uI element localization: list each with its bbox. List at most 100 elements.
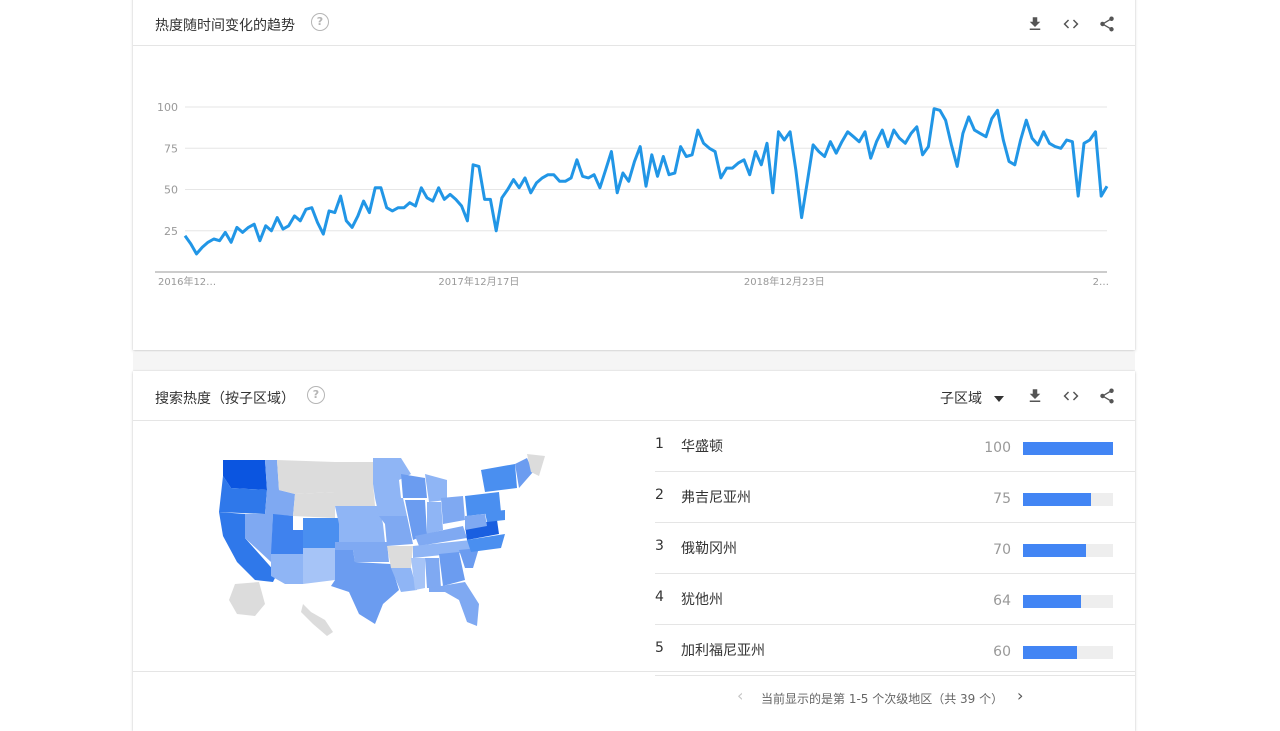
y-tick-label: 100 [157,101,178,114]
map-state-new-england-a [515,458,533,488]
map-state-west-virginia [465,514,487,530]
y-tick-label: 50 [164,184,178,197]
map-state-illinois [405,500,427,540]
score-bar-fill [1023,544,1086,557]
map-state-texas [331,550,399,624]
score-bar-fill [1023,646,1077,659]
score-bar-track [1023,646,1113,659]
help-icon[interactable]: ? [307,386,325,404]
region-card-header: 搜索热度（按子区域） ? 子区域 [133,371,1135,421]
map-state-indiana [427,502,443,534]
score-bar-track [1023,544,1113,557]
rank-number: 4 [655,589,664,605]
rank-number: 2 [655,487,664,503]
x-tick-label: 2… [1093,277,1109,288]
dropdown-arrow-icon [994,396,1004,402]
score-bar-track [1023,442,1113,455]
rank-value: 70 [993,542,1011,558]
interest-over-time-card: 热度随时间变化的趋势 ? 25 50 75 100 2016年12… 2017年12月1… [133,0,1135,350]
map-state-louisiana [391,568,417,592]
map-state-iowa [375,498,407,516]
region-name: 加利福尼亚州 [681,643,765,659]
map-state-missouri [379,516,413,546]
map-state-wisconsin [401,474,427,498]
help-icon[interactable]: ? [311,13,329,31]
map-state-new-york [481,464,517,492]
map-state-mississippi [411,558,425,590]
score-bar-track [1023,493,1113,506]
rank-value: 64 [993,593,1011,609]
map-state-kansas [339,524,385,542]
region-title: 搜索热度（按子区域） [155,391,295,407]
rank-number: 1 [655,436,664,452]
trend-line-chart: 25 50 75 100 2016年12… 2017年12月17日 2018年12月23日… [155,101,1109,288]
map-state-california [219,512,277,582]
ranking-row[interactable]: 4 犹他州 64 [655,574,1135,625]
map-state-nebraska [335,506,383,524]
map-state-florida [429,582,479,626]
map-state-michigan [425,474,447,502]
score-bar-fill [1023,595,1081,608]
map-state-pennsylvania [465,492,501,516]
map-state-oregon [219,476,267,514]
x-tick-label: 2017年12月17日 [438,275,519,288]
map-state-maine [527,454,545,476]
map-state-alabama [425,558,441,588]
region-card-footer: ‹ 当前显示的是第 1-5 个次级地区（共 39 个） › [133,671,1135,724]
rank-number: 5 [655,640,664,656]
next-page-icon[interactable]: › [1017,686,1024,705]
region-name: 犹他州 [681,592,723,608]
map-state-south-carolina [459,548,479,568]
map-state-oklahoma [335,542,389,562]
map-state-washington [223,460,267,490]
map-state-arkansas [387,546,413,568]
map-state-idaho [265,460,295,516]
ranking-row[interactable]: 2 弗吉尼亚州 75 [655,472,1135,523]
card-separator [133,352,1135,371]
region-name: 弗吉尼亚州 [681,490,751,506]
map-state-wyoming [293,492,335,518]
map-state-utah [271,514,303,554]
download-icon[interactable] [1024,385,1046,407]
ranking-row[interactable]: 1 华盛顿 100 [655,421,1135,472]
map-state-minnesota [373,458,411,498]
trend-series-line [183,107,1109,256]
map-state-ohio [441,496,465,524]
us-choropleth-map[interactable] [215,454,545,644]
map-state-colorado [303,518,339,548]
ranking-row[interactable]: 5 加利福尼亚州 60 [655,625,1135,676]
rank-value: 60 [993,644,1011,660]
trend-title: 热度随时间变化的趋势 [155,18,295,34]
pagination-status: 当前显示的是第 1-5 个次级地区（共 39 个） [761,692,1004,706]
share-icon[interactable] [1096,13,1118,35]
score-bar-track [1023,595,1113,608]
region-level-dropdown[interactable]: 子区域 [940,388,1004,408]
map-state-new-mexico [303,548,335,584]
y-tick-label: 75 [164,142,178,155]
share-icon[interactable] [1096,385,1118,407]
map-state-georgia [439,552,465,586]
trend-card-header: 热度随时间变化的趋势 ? [133,0,1135,46]
map-state-hawaii [301,604,333,636]
interest-by-subregion-card: 搜索热度（按子区域） ? 子区域 [133,371,1135,731]
x-tick-label: 2016年12… [158,275,216,288]
subregion-ranking-list: 1 华盛顿 100 2 弗吉尼亚州 75 3 俄勒冈州 70 4 犹他州 64 5 加利福尼亚州 60 [655,421,1135,676]
score-bar-fill [1023,493,1091,506]
map-state-north-carolina [467,534,505,552]
y-tick-label: 25 [164,225,178,238]
download-icon[interactable] [1024,13,1046,35]
rank-number: 3 [655,538,664,554]
code-icon[interactable] [1060,385,1082,407]
previous-page-icon[interactable]: ‹ [737,686,744,705]
region-name: 俄勒冈州 [681,541,737,557]
x-tick-label: 2018年12月23日 [744,275,825,288]
ranking-row[interactable]: 3 俄勒冈州 70 [655,523,1135,574]
region-level-label: 子区域 [940,391,982,407]
code-icon[interactable] [1060,13,1082,35]
map-state-kentucky [415,526,467,546]
map-state-arizona [271,554,303,584]
rank-value: 100 [984,440,1011,456]
map-state-alaska [229,582,265,616]
map-state-montana [277,460,335,494]
map-state-south-dakota [335,484,375,506]
